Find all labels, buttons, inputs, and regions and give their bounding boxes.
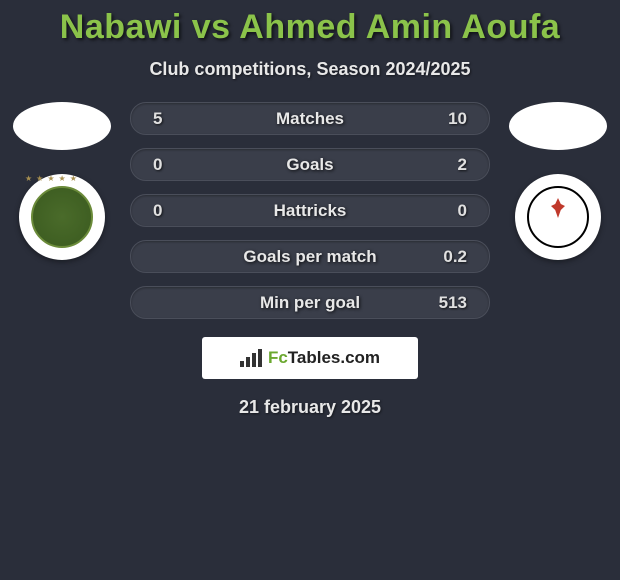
- club-logo-left: [31, 186, 93, 248]
- stat-label: Hattricks: [274, 201, 347, 221]
- stat-row-hattricks: 0 Hattricks 0: [130, 194, 490, 227]
- stat-right-value: 0.2: [437, 247, 467, 267]
- country-flag-right: [509, 102, 607, 150]
- stat-row-gpm: Goals per match 0.2: [130, 240, 490, 273]
- stat-label: Goals per match: [243, 247, 376, 267]
- country-flag-left: [13, 102, 111, 150]
- stat-label: Min per goal: [260, 293, 360, 313]
- club-badge-right: [515, 174, 601, 260]
- stats-column: 5 Matches 10 0 Goals 2 0 Hattricks 0 Goa…: [130, 102, 490, 319]
- stat-right-value: 2: [437, 155, 467, 175]
- brand-suffix: Tables.com: [288, 348, 380, 367]
- stat-right-value: 513: [437, 293, 467, 313]
- brand-text: FcTables.com: [268, 348, 380, 368]
- stat-left-value: 5: [153, 109, 183, 129]
- comparison-card: Nabawi vs Ahmed Amin Aoufa Club competit…: [0, 0, 620, 418]
- player-left-column: [12, 102, 112, 260]
- stat-right-value: 10: [437, 109, 467, 129]
- club-badge-left: [19, 174, 105, 260]
- page-title: Nabawi vs Ahmed Amin Aoufa: [0, 8, 620, 47]
- stat-right-value: 0: [437, 201, 467, 221]
- club-logo-right: [527, 186, 589, 248]
- date-text: 21 february 2025: [0, 397, 620, 418]
- stat-row-matches: 5 Matches 10: [130, 102, 490, 135]
- stat-left-value: 0: [153, 155, 183, 175]
- stat-row-mpg: Min per goal 513: [130, 286, 490, 319]
- stat-label: Matches: [276, 109, 344, 129]
- brand-prefix: Fc: [268, 348, 288, 367]
- subtitle: Club competitions, Season 2024/2025: [0, 59, 620, 80]
- stat-label: Goals: [286, 155, 333, 175]
- player-right-column: [508, 102, 608, 260]
- stat-row-goals: 0 Goals 2: [130, 148, 490, 181]
- branding-badge[interactable]: FcTables.com: [202, 337, 418, 379]
- main-area: 5 Matches 10 0 Goals 2 0 Hattricks 0 Goa…: [0, 102, 620, 319]
- stat-left-value: 0: [153, 201, 183, 221]
- bar-chart-icon: [240, 349, 262, 367]
